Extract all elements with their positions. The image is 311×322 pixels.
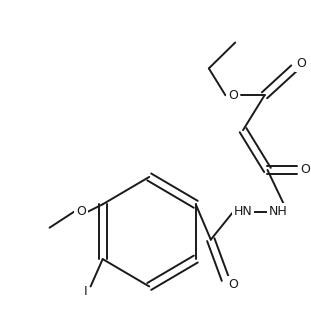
Text: O: O [228,89,238,102]
Text: O: O [76,205,86,218]
Text: I: I [84,285,87,298]
Text: NH: NH [269,205,288,218]
Text: O: O [301,164,310,176]
Text: O: O [297,57,307,70]
Text: O: O [228,278,238,291]
Text: HN: HN [234,205,253,218]
